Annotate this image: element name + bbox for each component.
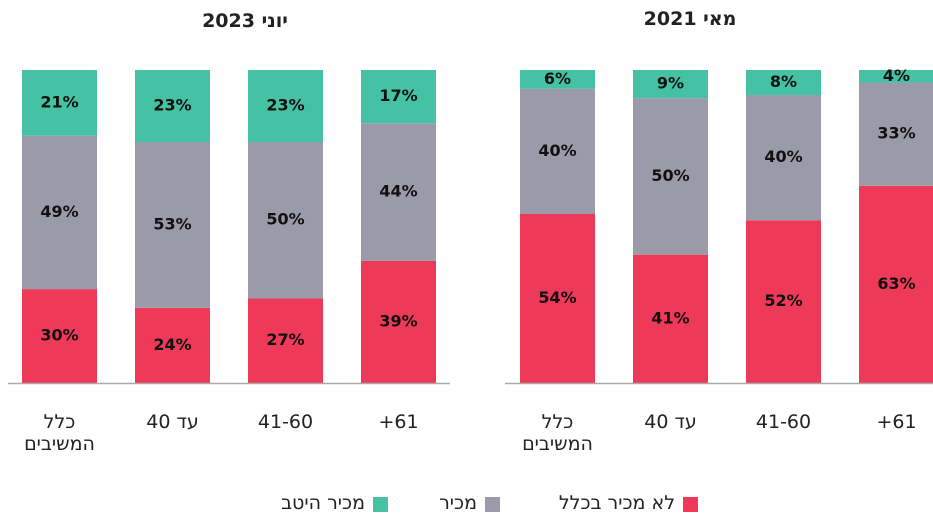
bar-segment: לא מכיר בכלל [520, 213, 595, 383]
value-label: 53% [153, 214, 191, 233]
bar-segment: מכיר [361, 123, 436, 261]
legend-swatch [485, 497, 500, 512]
bar-segment: מכיר [135, 141, 210, 308]
x-tick-label: כלל המשיבים [24, 411, 95, 455]
value-label: 54% [538, 288, 576, 307]
value-label: 40% [764, 147, 802, 166]
value-label: 17% [379, 86, 417, 105]
bar-segment: מכיר היטב [859, 70, 933, 83]
bar-segment: מכיר [633, 98, 708, 255]
bar-segment: מכיר היטב [135, 70, 210, 142]
value-label: 8% [770, 72, 797, 91]
bar-segment: לא מכיר בכלל [361, 260, 436, 383]
value-label: 41% [651, 308, 689, 327]
x-tick-label: עד 40 [644, 411, 697, 433]
chart-title: מאי 2021 [643, 8, 737, 30]
bar-segment: מכיר היטב [746, 70, 821, 96]
value-label: 50% [651, 166, 689, 185]
value-label: 9% [657, 74, 684, 93]
bar-segment: לא מכיר בכלל [248, 298, 323, 383]
value-label: 50% [266, 210, 304, 229]
value-label: 44% [379, 182, 417, 201]
value-label: 21% [40, 92, 78, 111]
bar-segment: לא מכיר בכלל [135, 307, 210, 383]
x-tick-label: כלל המשיבים [522, 411, 593, 455]
bar-segment: לא מכיר בכלל [859, 185, 933, 383]
bar-segment: מכיר היטב [633, 70, 708, 99]
value-label: 52% [764, 291, 802, 310]
value-label: 23% [266, 95, 304, 114]
x-tick-label: 61+ [876, 411, 917, 433]
x-tick-label: 61+ [378, 411, 419, 433]
bar-segment: מכיר [248, 141, 323, 299]
bar-segment: מכיר היטב [520, 70, 595, 89]
bar-segment: לא מכיר בכלל [746, 220, 821, 383]
x-tick-label: עד 40 [146, 411, 199, 433]
value-label: 33% [877, 124, 915, 143]
x-tick-label: 41-60 [257, 411, 314, 433]
value-label: 39% [379, 311, 417, 330]
bar-segment: מכיר [746, 95, 821, 221]
value-label: 6% [544, 69, 571, 88]
legend-label: לא מכיר בכלל [558, 492, 675, 514]
x-tick-label: 41-60 [755, 411, 812, 433]
chart-title: יוני 2023 [202, 10, 288, 32]
value-label: 30% [40, 326, 78, 345]
bar-segment: מכיר [859, 82, 933, 186]
value-label: 24% [153, 335, 191, 354]
legend-label: מכיר היטב [281, 492, 365, 514]
value-label: 40% [538, 141, 576, 160]
legend-swatch [683, 497, 698, 512]
bar-segment: מכיר [520, 88, 595, 214]
bar-segment: מכיר היטב [248, 70, 323, 142]
bar-segment: מכיר [22, 135, 97, 290]
bar-segment: לא מכיר בכלל [633, 254, 708, 383]
value-label: 4% [883, 66, 910, 85]
value-label: 49% [40, 202, 78, 221]
bar-segment: לא מכיר בכלל [22, 289, 97, 383]
bar-segment: מכיר היטב [361, 70, 436, 124]
legend-swatch [373, 497, 388, 512]
value-label: 63% [877, 274, 915, 293]
value-label: 23% [153, 95, 191, 114]
value-label: 27% [266, 330, 304, 349]
bar-segment: מכיר היטב [22, 70, 97, 136]
legend-label: מכיר [439, 492, 477, 514]
